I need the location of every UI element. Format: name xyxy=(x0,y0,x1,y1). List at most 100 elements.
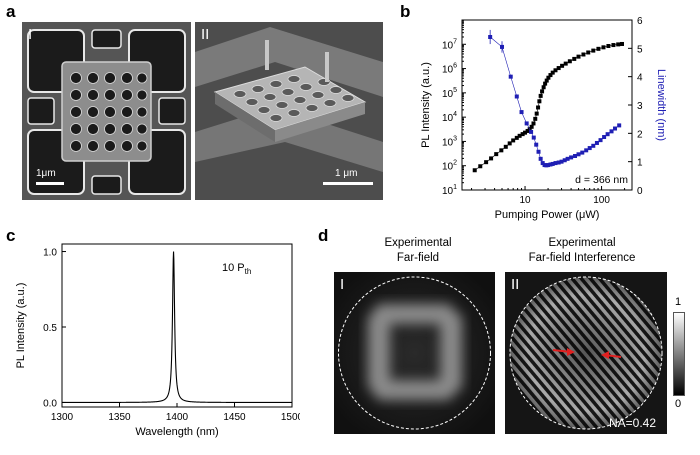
data-point-pl-intensity xyxy=(606,43,611,48)
data-point-linewidth xyxy=(565,156,570,161)
interference-label-II: II xyxy=(511,276,520,293)
data-point-pl-intensity xyxy=(523,130,528,135)
sem-scale-bar-I xyxy=(36,182,64,185)
y-tick-label-c: 0.5 xyxy=(43,323,57,334)
data-point-linewidth xyxy=(598,138,603,143)
panel-label-a: a xyxy=(6,2,16,21)
data-point-pl-intensity xyxy=(550,70,555,75)
data-point-pl-intensity xyxy=(503,144,508,149)
y-tick-label-b: 103 xyxy=(442,135,457,148)
data-point-linewidth xyxy=(529,129,534,134)
x-tick-label-c: 1350 xyxy=(108,412,131,423)
far-field-title-line-1: Experimental xyxy=(384,237,452,249)
colorbar-max-label: 1 xyxy=(675,296,682,308)
data-point-pl-intensity xyxy=(525,128,530,133)
far-field-label-I: I xyxy=(340,276,345,293)
y-axis-label-c: PL Intensity (a.u.) xyxy=(15,283,27,369)
x-tick-label-c: 1300 xyxy=(51,412,74,423)
y-tick-label-b: 107 xyxy=(442,38,457,51)
data-point-pl-intensity xyxy=(567,59,572,64)
data-point-linewidth xyxy=(605,132,610,137)
data-point-pl-intensity xyxy=(520,132,525,137)
chart-c-spectrum: 0.0 0.5 1.0 1300 1350 1400 1450 1500 Wavelength … xyxy=(15,243,300,438)
data-point-pl-intensity xyxy=(544,78,549,83)
data-point-pl-intensity xyxy=(619,41,624,46)
data-point-pl-intensity xyxy=(541,85,546,90)
series-line-linewidth xyxy=(489,36,620,166)
data-point-linewidth xyxy=(508,74,513,79)
data-point-linewidth xyxy=(559,159,564,164)
data-point-pl-intensity xyxy=(529,124,534,129)
data-point-linewidth xyxy=(584,148,589,153)
data-point-linewidth xyxy=(524,121,529,126)
x-tick-label-b: 100 xyxy=(593,195,610,206)
data-point-pl-intensity xyxy=(517,133,522,138)
far-field-title-line-2: Far-field xyxy=(396,252,440,264)
interference-title-line-1: Experimental xyxy=(548,237,616,249)
data-point-pl-intensity xyxy=(611,43,616,48)
spectrum-line xyxy=(62,251,293,404)
data-point-pl-intensity xyxy=(494,152,499,157)
data-point-pl-intensity xyxy=(507,141,512,146)
sem-label-I: I xyxy=(28,26,33,43)
data-point-linewidth xyxy=(531,135,536,140)
data-point-pl-intensity xyxy=(572,56,577,61)
data-point-pl-intensity xyxy=(563,61,568,66)
data-point-pl-intensity xyxy=(581,52,586,57)
y-tick-label-b: 106 xyxy=(442,63,457,76)
data-point-linewidth xyxy=(609,129,614,134)
far-field-image: I xyxy=(334,272,495,434)
sem-image-top-view: I 1μm xyxy=(22,22,191,200)
data-point-pl-intensity xyxy=(601,45,606,50)
data-point-linewidth xyxy=(536,149,541,154)
interference-image: II NA=0.42 xyxy=(505,272,667,434)
data-point-pl-intensity xyxy=(536,105,541,110)
x-tick-label-c: 1450 xyxy=(223,412,246,423)
sem-scale-text-II: 1 μm xyxy=(335,168,358,179)
interference-title: Experimental Far-field Interference xyxy=(504,236,660,266)
y2-tick-label-b: 3 xyxy=(637,101,643,112)
data-point-linewidth xyxy=(562,158,567,163)
x-axis-label-b: Pumping Power (μW) xyxy=(495,209,600,221)
x-axis-label-c: Wavelength (nm) xyxy=(135,426,218,438)
data-point-linewidth xyxy=(550,161,555,166)
data-point-linewidth xyxy=(613,126,618,131)
data-point-pl-intensity xyxy=(553,68,558,73)
panel-label-c: c xyxy=(6,226,16,245)
sem-label-II: II xyxy=(201,26,210,43)
x-tick-label-c: 1500 xyxy=(281,412,300,423)
data-point-linewidth xyxy=(556,160,561,165)
y-tick-label-b: 101 xyxy=(442,184,457,197)
data-point-pl-intensity xyxy=(472,168,477,173)
data-point-linewidth xyxy=(602,135,607,140)
data-point-pl-intensity xyxy=(484,160,489,165)
data-point-pl-intensity xyxy=(548,73,553,78)
sem-tilted-view-drawing xyxy=(195,22,383,200)
y-tick-label-b: 104 xyxy=(442,111,457,124)
red-arrow-left-head xyxy=(567,348,575,356)
sem-scale-bar-II xyxy=(323,182,373,185)
y-tick-label-b: 102 xyxy=(442,160,457,173)
data-point-linewidth xyxy=(519,110,524,115)
data-point-pl-intensity xyxy=(531,121,536,126)
data-point-pl-intensity xyxy=(556,66,561,71)
sem-top-view-drawing xyxy=(22,22,191,200)
data-point-linewidth xyxy=(591,143,596,148)
data-point-pl-intensity xyxy=(616,42,621,47)
data-point-pl-intensity xyxy=(576,54,581,59)
far-field-drawing xyxy=(334,272,495,434)
far-field-title: Experimental Far-field xyxy=(340,236,496,266)
y-tick-label-c: 1.0 xyxy=(43,248,57,259)
colorbar xyxy=(673,312,685,396)
x-tick-label-b: 10 xyxy=(519,195,531,206)
y2-tick-label-b: 5 xyxy=(637,44,643,55)
series-line-pl-intensity xyxy=(474,43,623,171)
y2-tick-label-b: 1 xyxy=(637,158,643,169)
data-point-pl-intensity xyxy=(533,116,538,121)
data-point-pl-intensity xyxy=(489,156,494,161)
data-point-linewidth xyxy=(569,155,574,160)
data-point-pl-intensity xyxy=(478,164,483,169)
data-point-pl-intensity xyxy=(537,99,542,104)
y2-tick-label-b: 4 xyxy=(637,73,643,84)
na-label: NA=0.42 xyxy=(609,416,657,430)
